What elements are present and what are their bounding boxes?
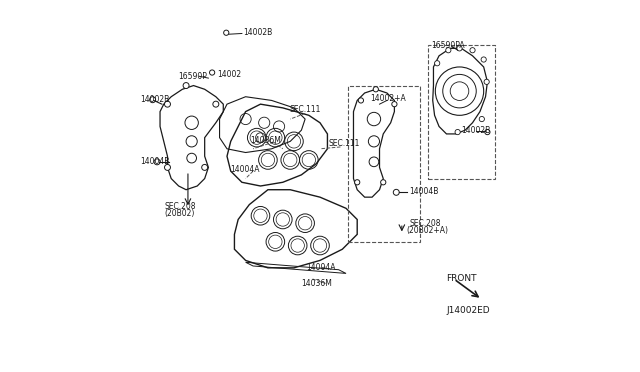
- Circle shape: [183, 83, 189, 89]
- Circle shape: [479, 116, 484, 122]
- Text: 14002+A: 14002+A: [371, 94, 406, 103]
- Circle shape: [358, 98, 364, 103]
- Text: SEC.208: SEC.208: [164, 202, 196, 211]
- Circle shape: [213, 101, 219, 107]
- Text: SEC.111: SEC.111: [289, 105, 321, 114]
- Text: 16590PA: 16590PA: [431, 41, 465, 50]
- Bar: [428, 45, 495, 179]
- Text: 14004A: 14004A: [230, 165, 259, 174]
- Circle shape: [394, 189, 399, 195]
- Circle shape: [457, 46, 462, 51]
- Text: 14004A: 14004A: [306, 263, 335, 272]
- Text: 14002B: 14002B: [141, 95, 170, 104]
- Text: SEC.208: SEC.208: [410, 219, 441, 228]
- Text: SEC.111: SEC.111: [328, 140, 360, 148]
- Circle shape: [154, 159, 160, 165]
- Circle shape: [150, 97, 156, 103]
- Circle shape: [481, 57, 486, 62]
- Circle shape: [202, 164, 207, 170]
- Text: FRONT: FRONT: [445, 274, 476, 283]
- Text: 14036M: 14036M: [250, 136, 281, 145]
- Text: 14002: 14002: [218, 70, 242, 79]
- Circle shape: [470, 48, 475, 53]
- Text: 16590P: 16590P: [178, 72, 207, 81]
- Circle shape: [445, 48, 451, 53]
- Text: 14004B: 14004B: [410, 187, 438, 196]
- Circle shape: [484, 129, 490, 135]
- Circle shape: [455, 129, 460, 135]
- Bar: [348, 86, 420, 242]
- Text: (20B02+A): (20B02+A): [406, 226, 449, 235]
- Circle shape: [355, 180, 360, 185]
- Text: 14036M: 14036M: [301, 279, 332, 288]
- Circle shape: [164, 101, 170, 107]
- Text: J14002ED: J14002ED: [447, 306, 490, 315]
- Circle shape: [435, 61, 440, 66]
- Circle shape: [381, 180, 386, 185]
- Circle shape: [223, 30, 229, 35]
- Circle shape: [209, 70, 215, 75]
- Circle shape: [373, 87, 378, 92]
- Text: 14002B: 14002B: [461, 126, 491, 135]
- Circle shape: [164, 164, 170, 170]
- Text: (20B02): (20B02): [164, 209, 195, 218]
- Circle shape: [484, 79, 489, 84]
- Text: 14002B: 14002B: [243, 28, 272, 37]
- Circle shape: [392, 102, 397, 107]
- Text: 14004B: 14004B: [141, 157, 170, 166]
